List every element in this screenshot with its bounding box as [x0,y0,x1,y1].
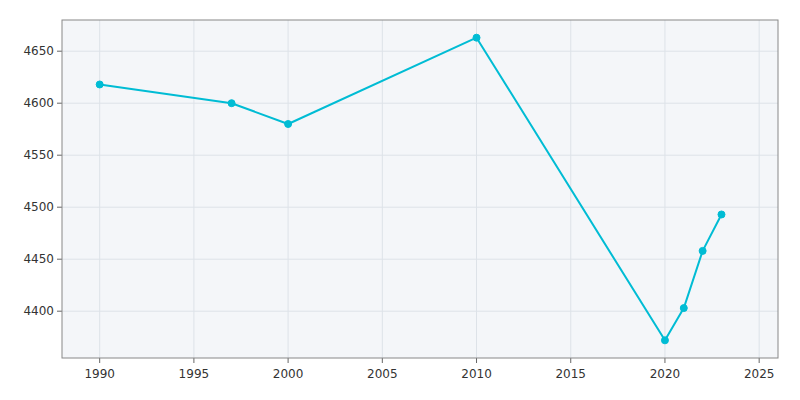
series [96,34,725,344]
y-grid-line [62,311,778,312]
y-tick [57,207,62,208]
x-tick-label: 1995 [179,367,210,381]
y-tick-label: 4450 [23,252,54,266]
x-grid-line [99,20,100,358]
x-grid-line [759,20,760,358]
y-tick-label: 4650 [23,44,54,58]
x-tick [99,358,100,363]
x-tick-label: 2025 [744,367,775,381]
x-tick-label: 2010 [461,367,492,381]
x-tick-label: 2000 [273,367,304,381]
x-tick [664,358,665,363]
y-tick [57,51,62,52]
x-tick [759,358,760,363]
plot-area [62,20,778,358]
y-grid-line [62,103,778,104]
x-grid-line [476,20,477,358]
point [718,211,725,218]
chart-container: 1990 1995 2000 2005 2010 2015 2020 2025 4400 4450… [0,0,800,400]
point [699,247,706,254]
grid [62,20,778,358]
y-grid-line [62,259,778,260]
x-tick [193,358,194,363]
point [228,100,235,107]
y-tick [57,103,62,104]
x-tick-label: 2005 [367,367,398,381]
x-tick [476,358,477,363]
y-tick-label: 4550 [23,148,54,162]
y-grid-line [62,207,778,208]
point [661,337,668,344]
y-grid-line [62,155,778,156]
x-grid-line [193,20,194,358]
point [285,121,292,128]
x-tick-label: 1990 [84,367,115,381]
point [680,305,687,312]
x-grid-line [288,20,289,358]
y-tick-label: 4400 [23,304,54,318]
point [96,81,103,88]
x-tick [288,358,289,363]
x-tick [570,358,571,363]
line [100,38,722,341]
chart: 1990 1995 2000 2005 2010 2015 2020 2025 4400 4450… [0,0,800,400]
y-tick [57,311,62,312]
x-grid-line [382,20,383,358]
x-tick [382,358,383,363]
x-tick-label: 2015 [555,367,586,381]
y-tick-label: 4600 [23,96,54,110]
y-tick [57,259,62,260]
y-tick-label: 4500 [23,200,54,214]
x-grid-line [664,20,665,358]
x-tick-label: 2020 [650,367,681,381]
y-tick [57,155,62,156]
plot-frame [62,20,778,358]
y-grid-line [62,51,778,52]
point [473,34,480,41]
